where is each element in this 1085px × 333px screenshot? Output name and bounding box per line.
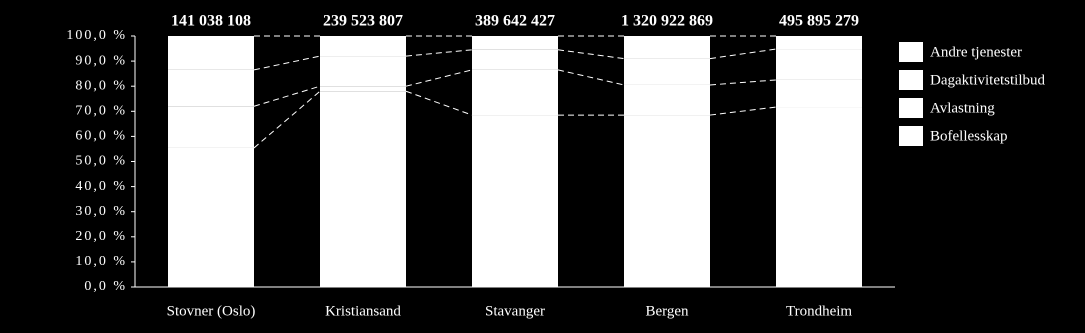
bar-segment [624,84,710,116]
bar-segment [472,49,558,70]
legend-swatch [899,70,923,90]
legend-swatch [899,126,923,146]
x-tick-label: Stovner (Oslo) [167,303,256,319]
bar-segment [624,58,710,85]
bar-segment [624,36,710,59]
total-label: 389 642 427 [475,13,555,30]
connector [709,106,777,116]
connector [253,90,321,149]
legend-label: Andre tjenester [930,44,1022,60]
connector [253,85,321,107]
x-tick-label: Trondheim [786,303,852,319]
total-label: 239 523 807 [323,13,403,30]
x-tick-label: Bergen [645,303,689,319]
total-label: 1 320 922 869 [621,13,713,30]
y-tick-label: 60,0 % [75,129,127,144]
y-tick-label: 30,0 % [75,204,127,219]
bar-segment [320,91,406,287]
y-tick-label: 50,0 % [75,154,127,169]
total-label: 141 038 108 [171,13,251,30]
connector [405,90,473,116]
legend-swatch [899,98,923,118]
connector [557,69,625,86]
bar-segment [776,49,862,80]
y-tick-label: 40,0 % [75,179,127,194]
bar-segment [776,36,862,50]
bar-segment [472,36,558,50]
bar-segment [168,147,254,287]
legend-label: Bofellesskap [930,128,1007,144]
y-tick-label: 20,0 % [75,229,127,244]
bar-segment [776,107,862,288]
connector [405,69,473,87]
bar-segment [776,79,862,108]
bar-segment [168,36,254,70]
legend-swatch [899,42,923,62]
connector [709,48,777,60]
bar-segment [624,115,710,287]
connector [709,79,777,86]
bar-segment [320,36,406,57]
bar-segment [320,56,406,87]
y-tick-label: 100,0 % [66,28,127,43]
bar-segment [320,86,406,92]
y-tick-label: 10,0 % [75,254,127,269]
x-tick-label: Kristiansand [325,303,401,319]
bar-segment [168,69,254,107]
legend-label: Avlastning [930,100,995,116]
y-tick-label: 90,0 % [75,53,127,68]
connector [253,55,321,71]
connector [405,49,473,57]
y-tick-label: 0,0 % [84,279,127,294]
connector [557,49,625,60]
bar-segment [472,115,558,287]
y-tick-label: 80,0 % [75,78,127,93]
bar-segment [472,69,558,116]
total-label: 495 895 279 [779,13,859,30]
x-tick-label: Stavanger [485,303,545,319]
legend-label: Dagaktivitetstilbud [930,72,1045,88]
y-tick-label: 70,0 % [75,104,127,119]
bar-segment [168,106,254,148]
